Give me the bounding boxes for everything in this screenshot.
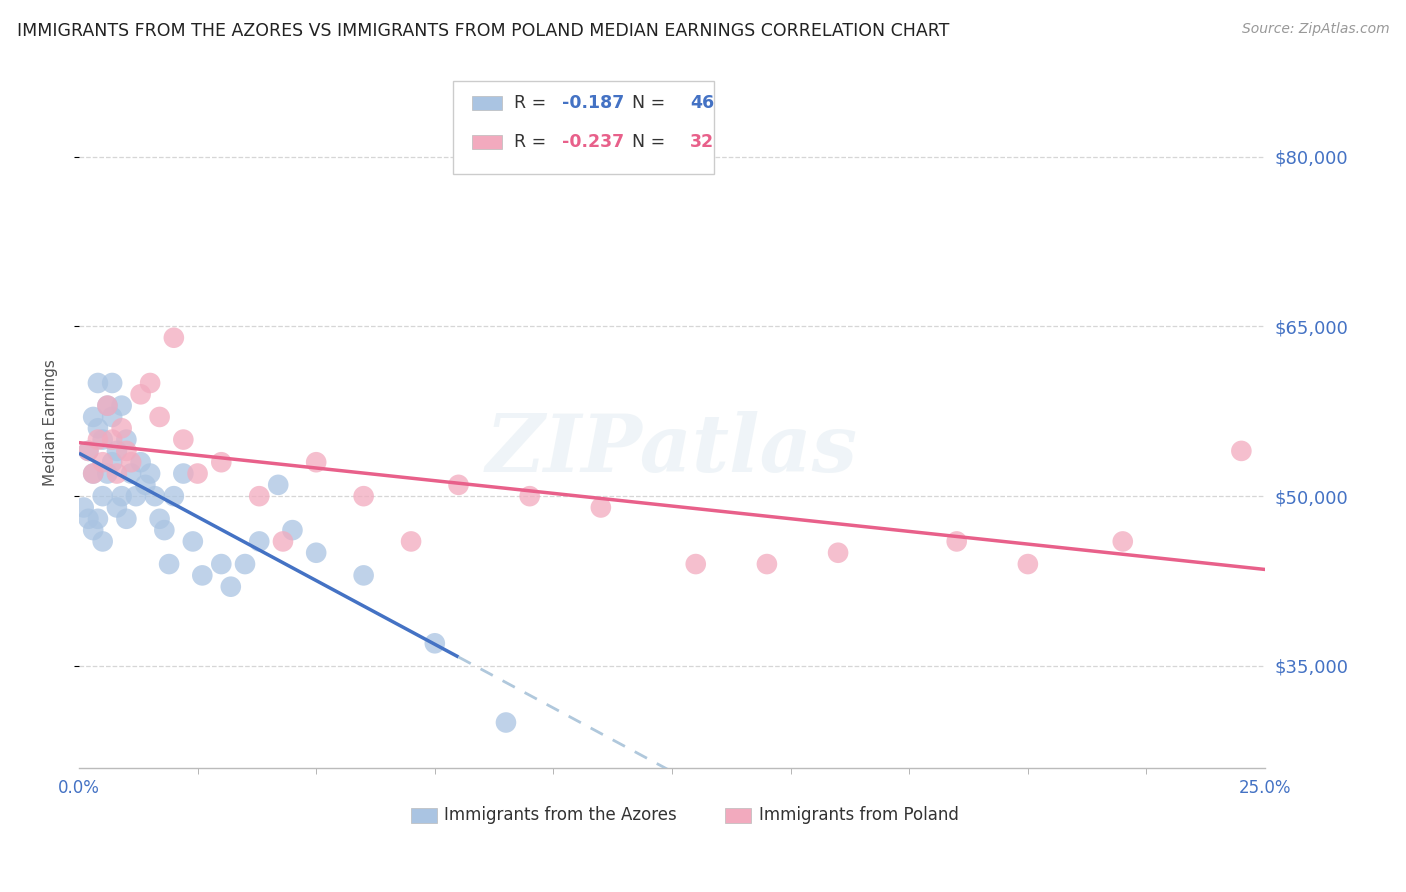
Point bbox=[82, 523, 104, 537]
Point bbox=[82, 467, 104, 481]
Point bbox=[399, 534, 422, 549]
Point bbox=[247, 534, 270, 549]
Point bbox=[191, 568, 214, 582]
Point bbox=[115, 512, 138, 526]
Point bbox=[91, 489, 114, 503]
Point bbox=[101, 409, 124, 424]
Point bbox=[129, 387, 152, 401]
Point bbox=[945, 534, 967, 549]
Point bbox=[219, 580, 242, 594]
Point bbox=[247, 489, 270, 503]
Point bbox=[1230, 443, 1253, 458]
FancyBboxPatch shape bbox=[471, 96, 502, 110]
Point bbox=[91, 433, 114, 447]
Text: Immigrants from Poland: Immigrants from Poland bbox=[759, 805, 959, 823]
Point bbox=[82, 467, 104, 481]
Text: ZIPatlas: ZIPatlas bbox=[486, 411, 858, 489]
Point bbox=[187, 467, 209, 481]
Point bbox=[143, 489, 166, 503]
Point bbox=[827, 546, 849, 560]
FancyBboxPatch shape bbox=[725, 808, 751, 823]
FancyBboxPatch shape bbox=[453, 81, 713, 174]
Point bbox=[755, 557, 778, 571]
Text: R =: R = bbox=[515, 133, 553, 151]
Point bbox=[77, 443, 100, 458]
Point bbox=[105, 467, 128, 481]
Text: N =: N = bbox=[621, 94, 671, 112]
Text: -0.237: -0.237 bbox=[562, 133, 624, 151]
Point bbox=[111, 421, 134, 435]
Point bbox=[172, 433, 194, 447]
Text: Source: ZipAtlas.com: Source: ZipAtlas.com bbox=[1241, 22, 1389, 37]
Point bbox=[271, 534, 294, 549]
Text: 46: 46 bbox=[690, 94, 714, 112]
Text: IMMIGRANTS FROM THE AZORES VS IMMIGRANTS FROM POLAND MEDIAN EARNINGS CORRELATION: IMMIGRANTS FROM THE AZORES VS IMMIGRANTS… bbox=[17, 22, 949, 40]
Y-axis label: Median Earnings: Median Earnings bbox=[44, 359, 58, 486]
Text: Immigrants from the Azores: Immigrants from the Azores bbox=[444, 805, 678, 823]
Point bbox=[163, 331, 186, 345]
Point bbox=[589, 500, 612, 515]
Point bbox=[111, 399, 134, 413]
Point bbox=[77, 443, 100, 458]
Point bbox=[73, 500, 96, 515]
Point bbox=[1112, 534, 1135, 549]
Point bbox=[139, 376, 162, 390]
Point bbox=[111, 489, 134, 503]
Point bbox=[87, 433, 110, 447]
Point bbox=[153, 523, 176, 537]
Text: R =: R = bbox=[515, 94, 553, 112]
Point bbox=[305, 455, 328, 469]
Point bbox=[105, 443, 128, 458]
Point bbox=[82, 409, 104, 424]
Point bbox=[149, 409, 172, 424]
Point bbox=[96, 467, 118, 481]
Point bbox=[157, 557, 180, 571]
Point bbox=[134, 478, 156, 492]
FancyBboxPatch shape bbox=[471, 135, 502, 149]
Point bbox=[181, 534, 204, 549]
Point bbox=[101, 455, 124, 469]
Point bbox=[120, 455, 142, 469]
Point bbox=[447, 478, 470, 492]
Text: 32: 32 bbox=[690, 133, 714, 151]
Point bbox=[519, 489, 541, 503]
FancyBboxPatch shape bbox=[411, 808, 437, 823]
Point bbox=[353, 568, 375, 582]
Point bbox=[209, 455, 232, 469]
Point bbox=[101, 433, 124, 447]
Point bbox=[305, 546, 328, 560]
Point bbox=[267, 478, 290, 492]
Point bbox=[685, 557, 707, 571]
Point bbox=[209, 557, 232, 571]
Point bbox=[105, 500, 128, 515]
Point bbox=[139, 467, 162, 481]
Point bbox=[91, 455, 114, 469]
Point bbox=[77, 512, 100, 526]
Point bbox=[1017, 557, 1039, 571]
Point bbox=[87, 376, 110, 390]
Text: -0.187: -0.187 bbox=[562, 94, 624, 112]
Point bbox=[120, 467, 142, 481]
Point bbox=[233, 557, 256, 571]
Point bbox=[91, 534, 114, 549]
Point bbox=[353, 489, 375, 503]
Point bbox=[101, 376, 124, 390]
Point bbox=[125, 489, 148, 503]
Point bbox=[495, 715, 517, 730]
Point bbox=[115, 443, 138, 458]
Point bbox=[129, 455, 152, 469]
Point bbox=[96, 399, 118, 413]
Point bbox=[172, 467, 194, 481]
Point bbox=[87, 512, 110, 526]
Point bbox=[96, 399, 118, 413]
Point bbox=[87, 421, 110, 435]
Point bbox=[281, 523, 304, 537]
Point bbox=[149, 512, 172, 526]
Text: N =: N = bbox=[621, 133, 671, 151]
Point bbox=[163, 489, 186, 503]
Point bbox=[423, 636, 446, 650]
Point bbox=[115, 433, 138, 447]
